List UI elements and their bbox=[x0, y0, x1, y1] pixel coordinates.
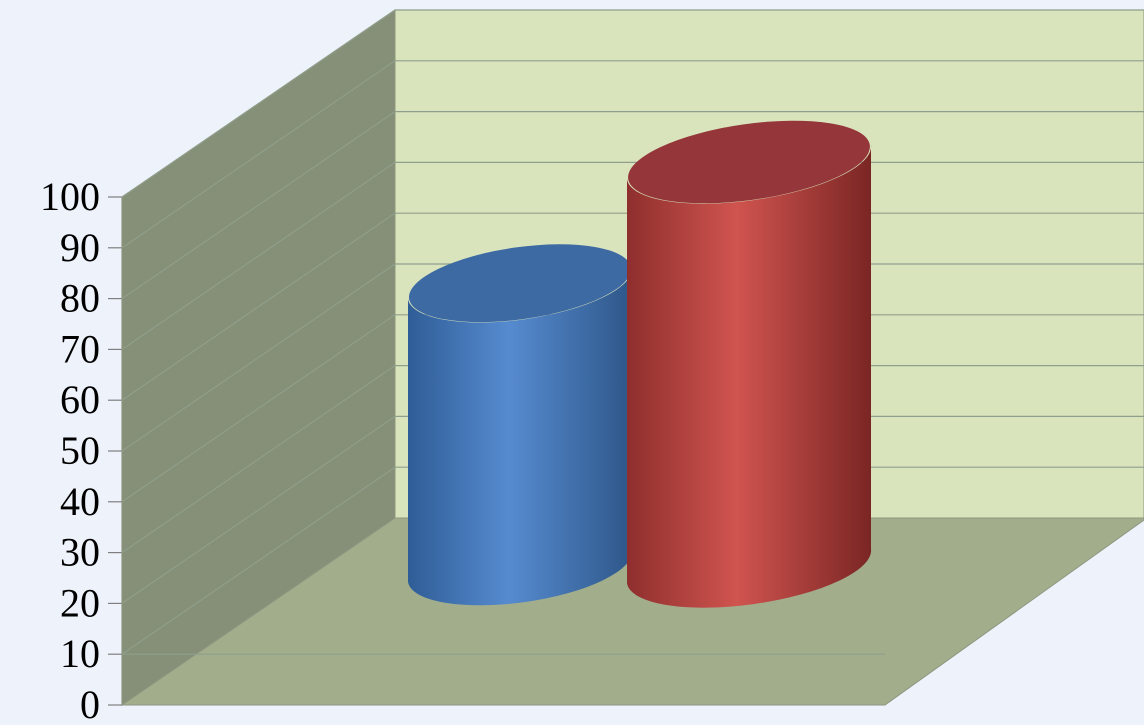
y-tick-label: 10 bbox=[60, 631, 100, 676]
y-axis-ticks: 0 10 20 30 40 50 60 70 80 90 100 bbox=[40, 174, 123, 725]
cylinder-body bbox=[627, 144, 872, 608]
y-tick-label: 0 bbox=[80, 682, 100, 725]
side-gridline bbox=[121, 60, 396, 249]
side-gridline bbox=[121, 415, 396, 604]
y-tick-label: 20 bbox=[60, 580, 100, 625]
cylinder-top bbox=[408, 244, 632, 323]
bars bbox=[408, 120, 872, 608]
side-gridline bbox=[121, 466, 396, 655]
side-gridline bbox=[121, 9, 396, 198]
cylinder-body bbox=[408, 267, 633, 606]
y-tick-label: 30 bbox=[60, 530, 100, 575]
y-tick-label: 70 bbox=[60, 326, 100, 371]
side-gridline bbox=[121, 314, 396, 503]
y-tick-label: 80 bbox=[60, 276, 100, 321]
bar-series-1 bbox=[408, 244, 633, 606]
floor bbox=[120, 517, 1144, 706]
side-gridline bbox=[121, 111, 396, 300]
side-gridline bbox=[121, 212, 396, 401]
side-gridline bbox=[121, 263, 396, 452]
y-tick-label: 40 bbox=[60, 479, 100, 524]
y-tick-label: 50 bbox=[60, 428, 100, 473]
side-gridline bbox=[121, 365, 396, 554]
y-tick-label: 100 bbox=[40, 174, 100, 219]
side-gridline bbox=[121, 161, 396, 350]
y-tick-label: 60 bbox=[60, 377, 100, 422]
y-tick-label: 90 bbox=[60, 225, 100, 270]
cylinder-top bbox=[628, 120, 870, 204]
bar-series-2 bbox=[627, 120, 872, 608]
